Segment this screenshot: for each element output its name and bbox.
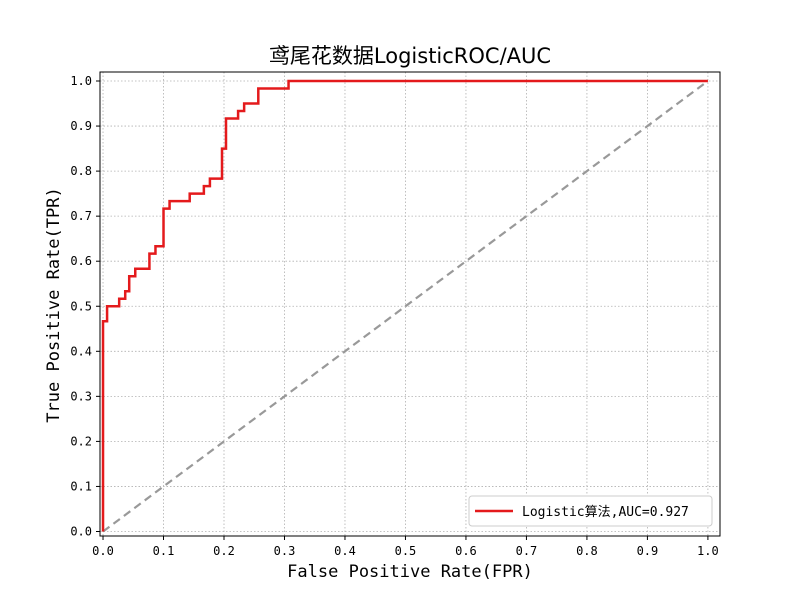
- y-tick-label: 0.4: [70, 344, 92, 358]
- x-tick-label: 0.1: [153, 544, 175, 558]
- x-axis-label: False Positive Rate(FPR): [287, 562, 533, 582]
- x-tick-label: 0.0: [92, 544, 114, 558]
- y-tick-label: 0.3: [70, 389, 92, 403]
- legend-box: [468, 495, 713, 527]
- x-tick-label: 0.6: [455, 544, 477, 558]
- plot-area: [101, 79, 709, 533]
- y-tick-label: 0.2: [70, 434, 92, 448]
- x-tick-label: 0.5: [395, 544, 417, 558]
- y-axis-label: True Positive Rate(TPR): [44, 187, 64, 422]
- y-tick-label: 0.5: [70, 299, 92, 313]
- legend: Logistic算法,AUC=0.927: [468, 495, 713, 527]
- y-tick-label: 0.8: [70, 164, 92, 178]
- x-tick-label: 0.9: [637, 544, 659, 558]
- x-tick-label: 0.7: [516, 544, 538, 558]
- y-tick-label: 0.7: [70, 209, 92, 223]
- roc-curve-logistic: [101, 79, 708, 532]
- chart-title: 鸢尾花数据LogisticROC/AUC: [269, 44, 551, 68]
- chance-line: [102, 80, 709, 533]
- y-tick-label: 0.0: [70, 524, 92, 538]
- y-tick-label: 0.6: [70, 254, 92, 268]
- y-tick-label: 0.9: [70, 119, 92, 133]
- x-tick-label: 1.0: [697, 544, 719, 558]
- x-tick-label: 0.8: [576, 544, 598, 558]
- legend-label-logistic: Logistic算法,AUC=0.927: [522, 505, 689, 520]
- y-tick-label: 1.0: [70, 74, 92, 88]
- x-tick-label: 0.4: [334, 544, 356, 558]
- axis-ticks: 0.0 0.1 0.2 0.3 0.4 0.5 0.6 0.7 0.8 0.9 1.0 0.0 0.1 0…: [70, 74, 718, 558]
- x-tick-label: 0.3: [274, 544, 296, 558]
- axes-frame: [99, 71, 721, 537]
- y-tick-label: 0.1: [70, 479, 92, 493]
- x-tick-label: 0.2: [213, 544, 235, 558]
